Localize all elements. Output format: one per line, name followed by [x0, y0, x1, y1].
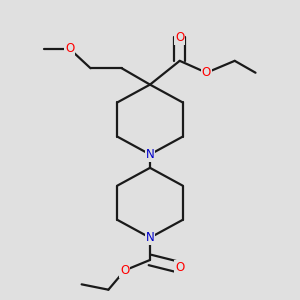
Text: N: N — [146, 231, 154, 244]
Text: O: O — [65, 42, 74, 56]
Text: O: O — [175, 31, 184, 44]
Text: O: O — [202, 66, 211, 79]
Text: O: O — [120, 264, 129, 277]
Text: O: O — [175, 261, 184, 274]
Text: N: N — [146, 148, 154, 161]
